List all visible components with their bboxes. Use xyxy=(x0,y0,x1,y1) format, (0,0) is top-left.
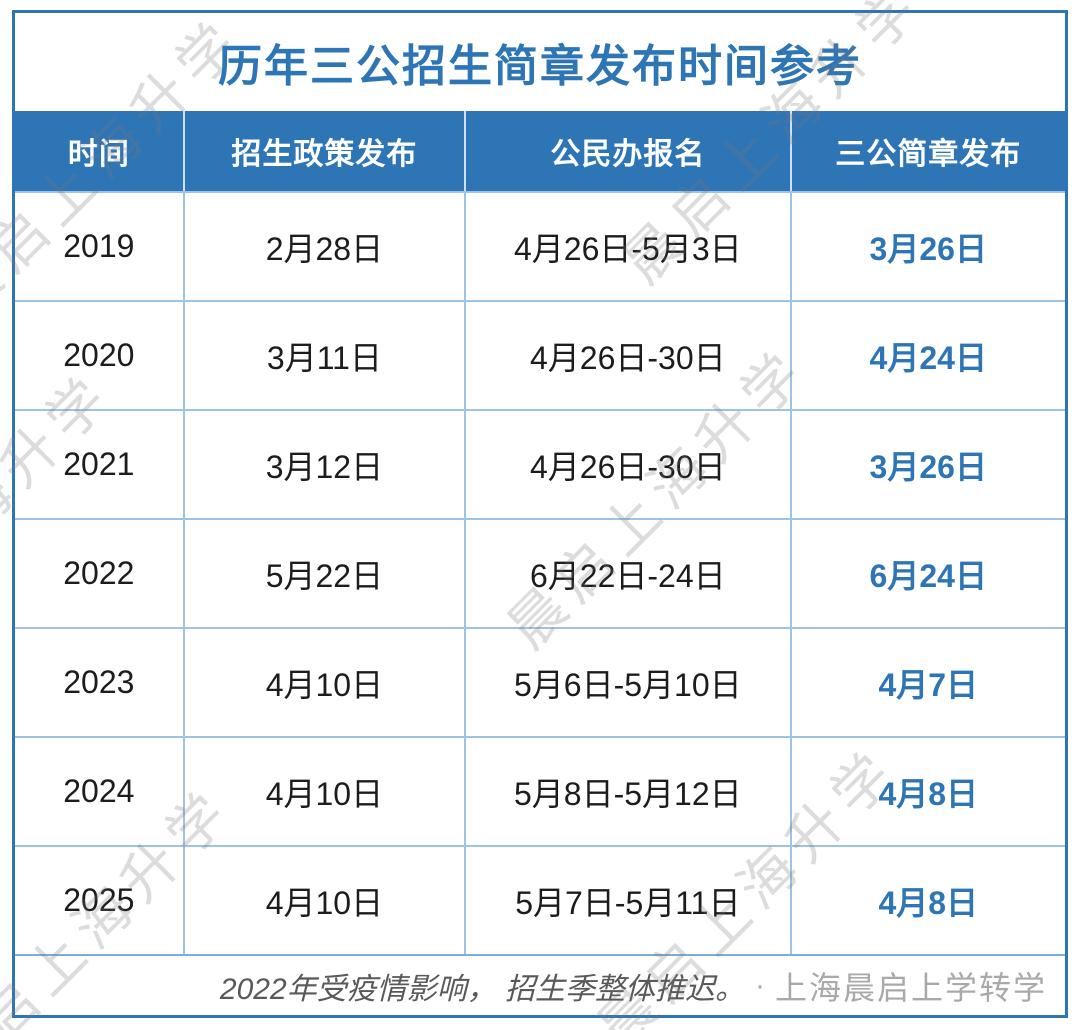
brochure-cell: 4月8日 xyxy=(789,847,1065,954)
brochure-cell: 4月8日 xyxy=(789,738,1065,845)
policy-cell: 2月28日 xyxy=(182,193,464,300)
brochure-cell: 4月24日 xyxy=(789,302,1065,409)
column-header-brochure: 三公简章发布 xyxy=(789,111,1065,191)
year-cell: 2019 xyxy=(63,228,135,264)
enrollment-cell: 5月6日-5月10日 xyxy=(464,629,789,736)
table-row-2023: 2023 4月10日 5月6日-5月10日 4月7日 xyxy=(15,627,1065,736)
enrollment-cell: 5月8日-5月12日 xyxy=(464,738,789,845)
page-title: 历年三公招生简章发布时间参考 xyxy=(218,42,862,91)
table-row-2019: 2019 2月28日 4月26日-5月3日 3月26日 xyxy=(15,191,1065,300)
year-cell: 2022 xyxy=(63,555,135,591)
year-cell: 2021 xyxy=(63,446,135,482)
brochure-cell: 4月7日 xyxy=(789,629,1065,736)
enrollment-cell: 4月26日-30日 xyxy=(464,411,789,518)
policy-cell: 3月11日 xyxy=(182,302,464,409)
policy-cell: 4月10日 xyxy=(182,738,464,845)
enrollment-cell: 4月26日-5月3日 xyxy=(464,193,789,300)
year-cell: 2020 xyxy=(63,337,135,373)
policy-cell: 4月10日 xyxy=(182,847,464,954)
footnote-text: 2022年受疫情影响， 招生季整体推迟。 xyxy=(219,972,745,1006)
column-header-policy: 招生政策发布 xyxy=(182,111,464,191)
table-footnote: 2022年受疫情影响， 招生季整体推迟。 · 上海晨启上学转学 xyxy=(15,954,1065,1015)
year-cell: 2024 xyxy=(63,773,135,809)
policy-cell: 4月10日 xyxy=(182,629,464,736)
table-header-row: 时间 招生政策发布 公民办报名 三公简章发布 xyxy=(15,111,1065,191)
year-cell: 2025 xyxy=(63,882,135,918)
enrollment-cell: 5月7日-5月11日 xyxy=(464,847,789,954)
table-card: 历年三公招生简章发布时间参考 时间 招生政策发布 公民办报名 三公简章发布 20… xyxy=(12,10,1068,1018)
brochure-cell: 3月26日 xyxy=(789,411,1065,518)
watermark-text: 晨启上海升学 xyxy=(1075,140,1080,466)
table-row-2025: 2025 4月10日 5月7日-5月11日 4月8日 xyxy=(15,845,1065,954)
enrollment-cell: 4月26日-30日 xyxy=(464,302,789,409)
column-header-enrollment: 公民办报名 xyxy=(464,111,789,191)
brochure-cell: 6月24日 xyxy=(789,520,1065,627)
policy-cell: 3月12日 xyxy=(182,411,464,518)
table-row-2020: 2020 3月11日 4月26日-30日 4月24日 xyxy=(15,300,1065,409)
year-cell: 2023 xyxy=(63,664,135,700)
brochure-cell: 3月26日 xyxy=(789,193,1065,300)
policy-cell: 5月22日 xyxy=(182,520,464,627)
column-header-time: 时间 xyxy=(67,138,130,171)
enrollment-cell: 6月22日-24日 xyxy=(464,520,789,627)
brand-credit: 上海晨启上学转学 xyxy=(774,969,1047,1006)
table-row-2022: 2022 5月22日 6月22日-24日 6月24日 xyxy=(15,518,1065,627)
table-row-2021: 2021 3月12日 4月26日-30日 3月26日 xyxy=(15,409,1065,518)
watermark-text: 晨启上海升学 xyxy=(1071,511,1080,848)
footnote-separator: · xyxy=(754,968,765,1002)
table-row-2024: 2024 4月10日 5月8日-5月12日 4月8日 xyxy=(15,736,1065,845)
